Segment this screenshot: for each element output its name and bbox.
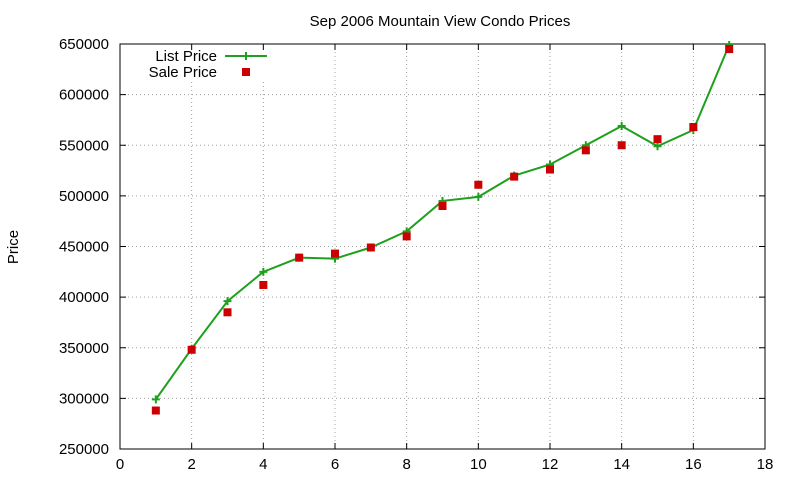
data-point (546, 165, 554, 174)
x-tick-label: 16 (685, 456, 702, 473)
data-point (510, 172, 519, 181)
x-tick-label: 14 (613, 456, 630, 473)
x-tick-label: 4 (259, 456, 267, 473)
data-point (151, 406, 160, 415)
y-tick-label: 450000 (59, 239, 109, 256)
data-point (187, 345, 196, 354)
series-layer (151, 41, 734, 415)
data-point (223, 297, 232, 306)
ticks: 0 2 4 6 8 10 12 14 16 18 250000 300000 350000 400000 4… (59, 36, 773, 473)
series-sale-price (151, 45, 734, 415)
x-tick-label: 12 (542, 456, 559, 473)
legend-label: List Price (155, 48, 217, 65)
data-point (438, 202, 447, 210)
x-tick-label: 2 (187, 456, 195, 473)
data-point (259, 267, 268, 276)
data-point (617, 141, 626, 150)
data-point (402, 232, 411, 241)
legend-label: Sale Price (149, 64, 217, 81)
y-axis-label: Price (5, 230, 22, 264)
series-list-price (151, 41, 734, 404)
data-point (617, 122, 626, 131)
data-point (653, 142, 662, 151)
data-point (331, 249, 339, 258)
data-point (474, 180, 483, 189)
y-tick-label: 350000 (59, 340, 109, 357)
y-tick-label: 250000 (59, 441, 109, 458)
data-point (653, 135, 662, 144)
x-tick-label: 8 (402, 456, 410, 473)
x-tick-label: 10 (470, 456, 487, 473)
legend-square-marker (242, 68, 250, 76)
chart-title: Sep 2006 Mountain View Condo Prices (310, 13, 571, 30)
data-point (474, 192, 483, 201)
y-tick-label: 400000 (59, 289, 109, 306)
y-tick-label: 550000 (59, 137, 109, 154)
y-tick-label: 300000 (59, 390, 109, 407)
data-point (725, 45, 734, 54)
y-tick-label: 650000 (59, 36, 109, 53)
data-point (295, 253, 304, 262)
data-point (581, 146, 590, 155)
grid (120, 44, 765, 449)
series-line (155, 44, 731, 400)
data-point (689, 123, 698, 132)
x-tick-label: 6 (331, 456, 339, 473)
x-tick-label: 18 (757, 456, 774, 473)
data-point (151, 395, 160, 404)
data-point (366, 243, 375, 252)
y-tick-label: 500000 (59, 188, 109, 205)
x-tick-label: 0 (116, 456, 124, 473)
y-tick-label: 600000 (59, 87, 109, 104)
data-point (259, 280, 268, 289)
legend-plus-marker (242, 52, 250, 60)
data-point (223, 308, 232, 317)
